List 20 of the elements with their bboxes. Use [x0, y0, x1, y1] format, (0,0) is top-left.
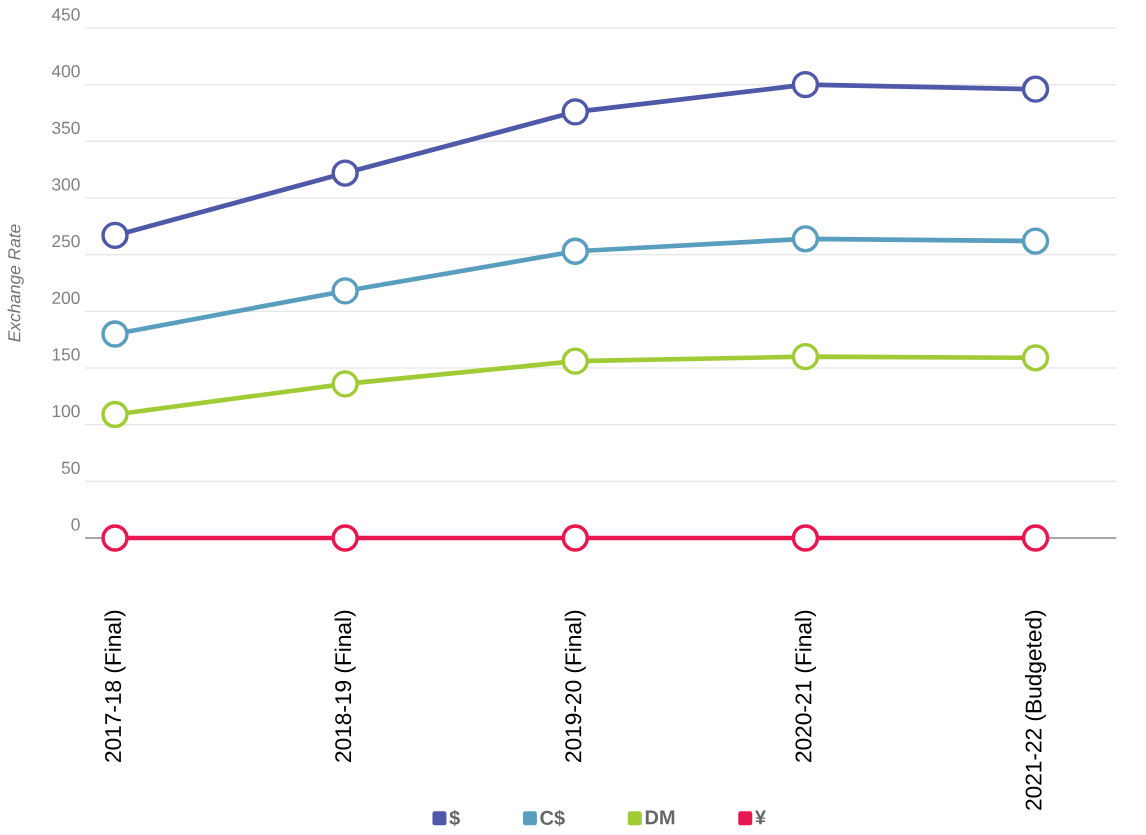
y-tick-label: 300 — [52, 178, 80, 191]
y-tick-label: 250 — [52, 235, 80, 248]
legend-label: DM — [645, 810, 675, 825]
legend-label: C$ — [540, 809, 565, 827]
y-axis-title: Exchange Rate — [7, 224, 24, 342]
x-tick-label: 2017-18 (Final) — [104, 610, 126, 762]
y-tick-label: 350 — [52, 121, 80, 134]
x-tick-label: 2018-19 (Final) — [334, 610, 356, 762]
y-tick-label: 450 — [51, 8, 80, 21]
legend-label: ¥ — [755, 810, 766, 825]
y-tick-label: 200 — [52, 291, 80, 304]
x-tick-label: 2019-20 (Final) — [564, 610, 586, 762]
y-tick-label: 400 — [51, 65, 80, 78]
x-tick-label: 2021-22 (Budgeted) — [1024, 610, 1047, 810]
y-tick-label: 100 — [52, 405, 80, 418]
legend-label: $ — [449, 809, 460, 827]
y-tick-label: 50 — [61, 461, 80, 474]
x-tick-label: 2020-21 (Final) — [794, 610, 816, 762]
y-tick-label: 150 — [52, 348, 80, 361]
y-tick-label: 0 — [71, 518, 80, 531]
